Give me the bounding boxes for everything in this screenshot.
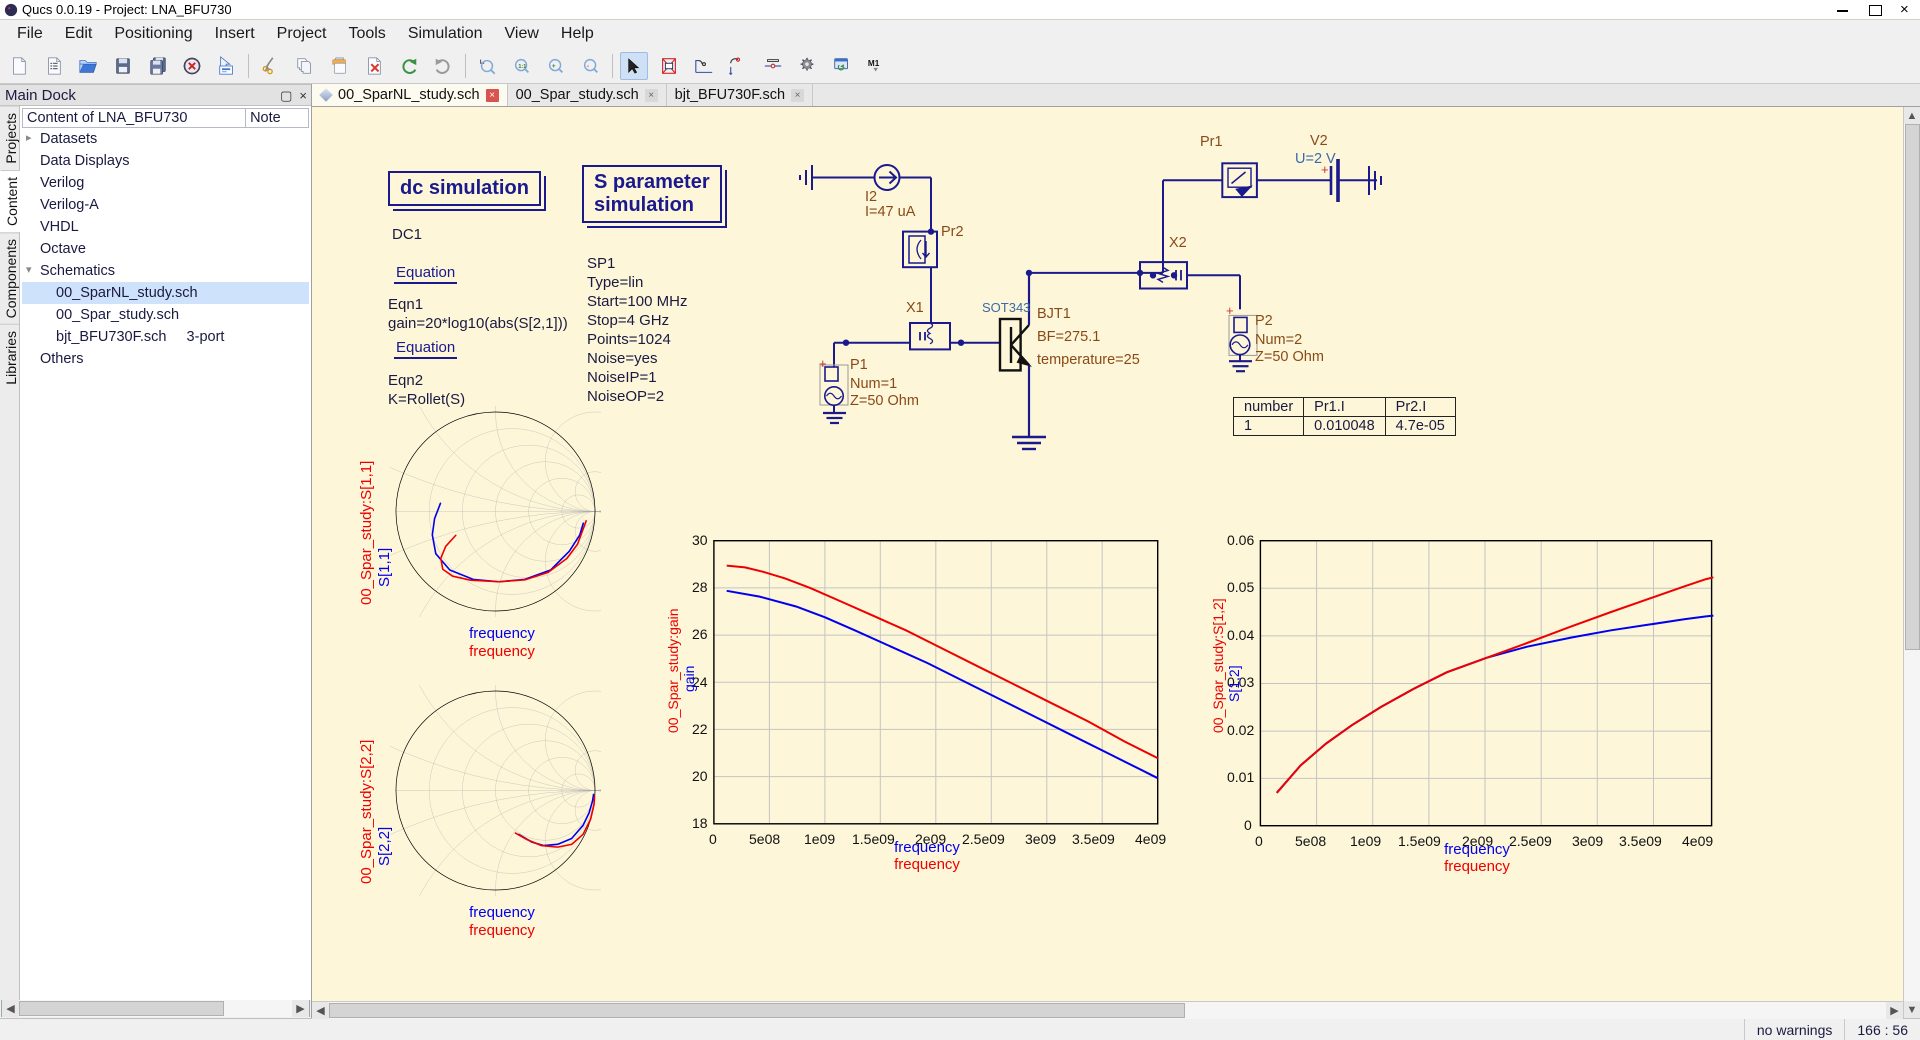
svg-text:-: - — [587, 62, 589, 69]
svg-text:1:1: 1:1 — [518, 63, 526, 69]
svg-text:M1: M1 — [867, 59, 879, 68]
svg-text:+: + — [552, 62, 556, 69]
